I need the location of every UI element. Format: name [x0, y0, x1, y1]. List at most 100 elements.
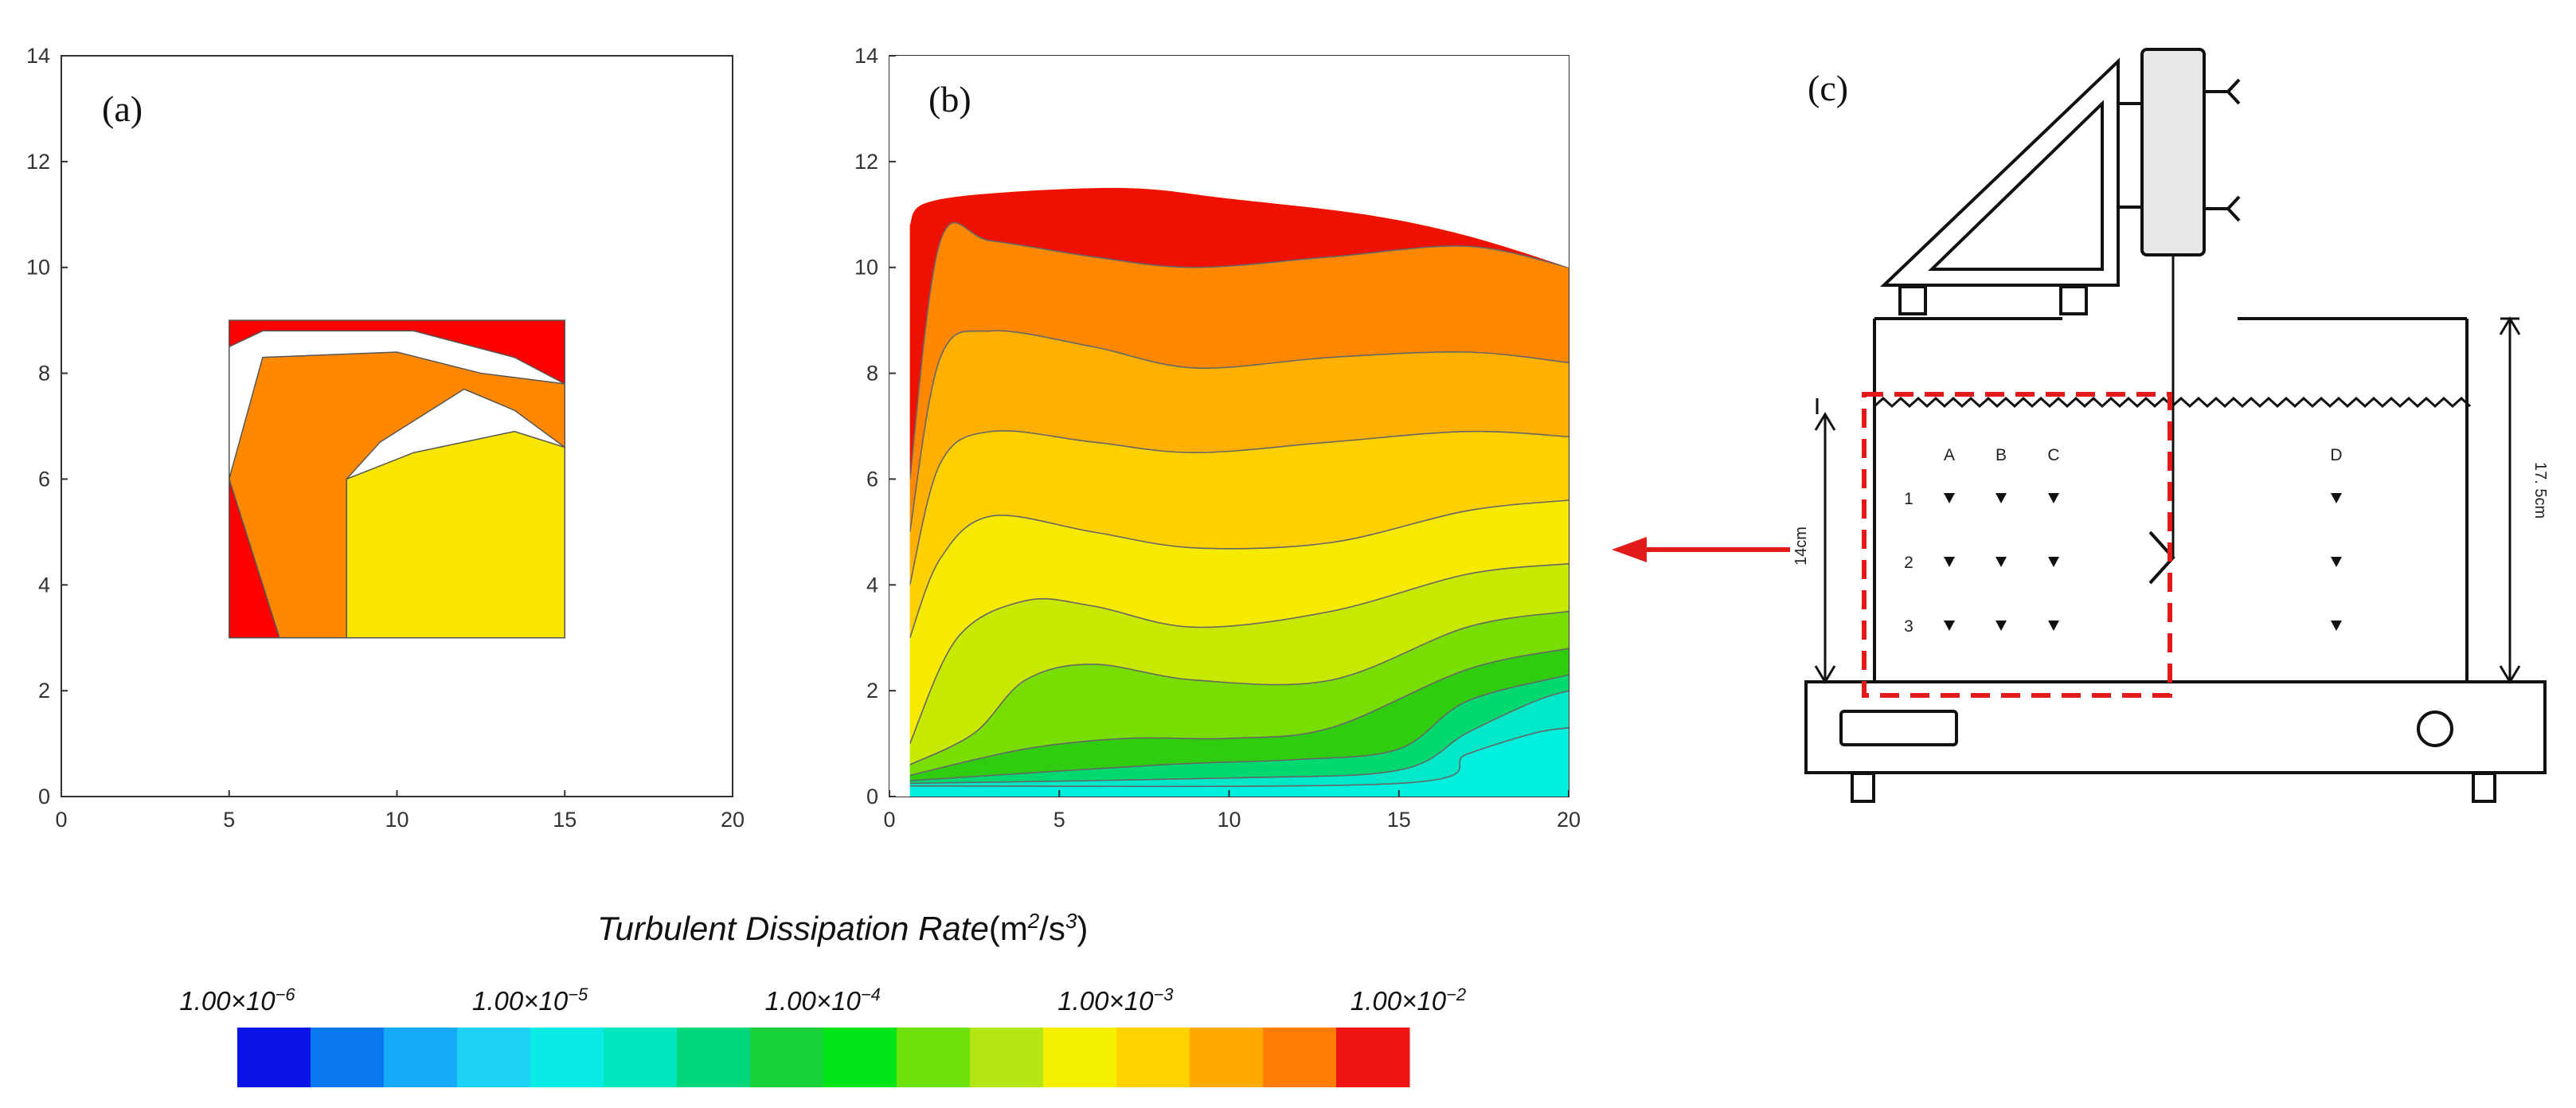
panel-b-x-tick-label: 5 — [1053, 808, 1065, 832]
colorbar-swatch — [237, 1028, 311, 1087]
colorbar-swatch — [1190, 1028, 1264, 1087]
panel-b-y-tick-label: 6 — [866, 467, 878, 491]
probe-grid: A B C D 1 2 3 — [1904, 446, 2342, 636]
panel-b-contour-line-5 — [909, 610, 1569, 765]
colorbar-swatch — [530, 1028, 604, 1087]
panel-a-x-tick-label: 0 — [55, 808, 67, 832]
panel-a-y-axis: 0 2 4 6 8 10 12 14 — [26, 44, 68, 808]
panel-b-contour-band-0 — [909, 187, 1569, 480]
panel-b-x-tick-label: 10 — [1217, 808, 1241, 832]
colorbar-title: Turbulent Dissipation Rate(m2/s3) — [597, 909, 1088, 947]
probe-row-label: 2 — [1904, 554, 1913, 572]
panel-b-contour-line-9 — [909, 726, 1569, 788]
impeller-icon — [2148, 531, 2175, 585]
panel-b-x-tick-label: 15 — [1387, 808, 1411, 832]
probe-marker-icon — [1996, 557, 2007, 567]
probe-column-label: D — [2330, 446, 2342, 464]
colorbar-swatch — [384, 1028, 458, 1087]
probe-marker-icon — [1996, 621, 2007, 631]
colorbar-swatch — [1336, 1028, 1410, 1087]
panel-b-contour-line-1 — [909, 330, 1569, 532]
panel-a-x-tick-label: 5 — [223, 808, 235, 832]
panel-b-x-axis: 0 5 10 15 20 — [883, 790, 1581, 832]
panel-b-y-tick-label: 14 — [854, 44, 878, 68]
probe-marker-icon — [2048, 621, 2059, 631]
panel-b-contour-band-1 — [909, 187, 1569, 532]
height-label: 17. 5cm — [2531, 462, 2549, 519]
base-foot-left — [1851, 772, 1875, 803]
panel-b-contour-line-4 — [909, 562, 1569, 744]
probe-marker-icon — [2331, 493, 2342, 503]
base-foot-right — [2472, 772, 2496, 803]
panel-b-y-tick-label: 0 — [866, 785, 878, 808]
panel-b-y-tick-label: 4 — [866, 573, 878, 597]
probe-marker-icon — [1944, 621, 1955, 631]
panel-a-y-tick-label: 6 — [38, 467, 50, 491]
arrow-head-icon — [1612, 537, 1647, 562]
panel-b-x-tick-label: 20 — [1557, 808, 1581, 832]
colorbar-swatch — [604, 1028, 678, 1087]
probe-column-label: C — [2047, 446, 2059, 464]
frame-foot-right — [2059, 285, 2088, 315]
probe-marker-icon — [1996, 493, 2007, 503]
panel-b-contours — [889, 56, 1569, 797]
clamp-top-icon — [2226, 78, 2241, 105]
colorbar-swatch — [1263, 1028, 1337, 1087]
control-panel — [1839, 710, 1958, 746]
panel-b-y-tick-label: 10 — [854, 256, 878, 280]
colorbar-tick-label: 1.00×10−3 — [1057, 985, 1174, 1016]
panel-b-x-tick-label: 0 — [883, 808, 895, 832]
power-knob-icon — [2417, 711, 2453, 747]
panel-a-x-axis: 0 5 10 15 20 — [55, 790, 745, 832]
clamp-bottom-icon — [2226, 195, 2241, 222]
depth-label: 14cm — [1792, 527, 1810, 566]
colorbar-tick-label: 1.00×10−2 — [1351, 985, 1466, 1016]
colorbar-swatch — [970, 1028, 1044, 1087]
motor-frame — [1880, 57, 2120, 287]
panel-b-y-tick-label: 8 — [866, 362, 878, 386]
colorbar: Turbulent Dissipation Rate(m2/s3) 1.00×1… — [179, 909, 1466, 1087]
panel-a-contour-region-2 — [346, 430, 565, 639]
panel-b-contour-line-8 — [909, 690, 1569, 785]
panel-a-x-tick-label: 10 — [385, 808, 408, 832]
panel-a-y-tick-label: 2 — [38, 679, 50, 703]
panel-a-y-tick-label: 10 — [26, 256, 50, 280]
motor-frame-inner — [1928, 100, 2104, 271]
panel-a-y-tick-label: 0 — [38, 785, 50, 808]
panel-a-x-tick-label: 20 — [721, 808, 745, 832]
colorbar-tick-label: 1.00×10−4 — [765, 985, 881, 1016]
colorbar-swatch — [1116, 1028, 1190, 1087]
probe-marker-icon — [2331, 621, 2342, 631]
panel-b-empty-region — [889, 56, 1569, 797]
region-of-interest — [1862, 392, 2172, 698]
motor — [2140, 48, 2206, 256]
colorbar-swatch — [457, 1028, 531, 1087]
probe-marker-icon — [2331, 557, 2342, 567]
colorbar-swatch — [677, 1028, 751, 1087]
panel-b-y-tick-label: 2 — [866, 679, 878, 703]
panel-b-contour-line-2 — [909, 429, 1569, 585]
colorbar-tick-label: 1.00×10−5 — [472, 985, 588, 1016]
panel-a-y-tick-label: 14 — [26, 44, 50, 68]
colorbar-labels: 1.00×10−6 1.00×10−5 1.00×10−4 1.00×10−3 1.00… — [179, 985, 1466, 1016]
panel-b-contour-line-7 — [909, 674, 1569, 781]
panel-a-x-tick-label: 15 — [553, 808, 577, 832]
panel-a-y-tick-label: 4 — [38, 573, 50, 597]
colorbar-tick-label: 1.00×10−6 — [179, 985, 295, 1016]
tank-base — [1804, 680, 2547, 774]
panel-b-contour-line-0 — [909, 221, 1569, 480]
colorbar-swatch — [311, 1028, 385, 1087]
probe-column-label: B — [1996, 446, 2007, 464]
probe-row-label: 3 — [1904, 617, 1913, 636]
panel-b: 0 5 10 15 20 0 2 4 6 8 10 12 14 (b) — [854, 44, 1581, 832]
probe-marker-icon — [2048, 493, 2059, 503]
panel-b-y-tick-label: 12 — [854, 150, 878, 174]
panel-a-y-tick-label: 8 — [38, 362, 50, 386]
panel-c: (c) 14 — [1792, 48, 2549, 803]
panel-b-contour-line-6 — [909, 648, 1569, 777]
panel-a-label: (a) — [102, 88, 143, 129]
panel-a-y-tick-label: 12 — [26, 150, 50, 174]
frame-foot-left — [1898, 285, 1927, 315]
panel-c-label: (c) — [1808, 68, 1848, 108]
